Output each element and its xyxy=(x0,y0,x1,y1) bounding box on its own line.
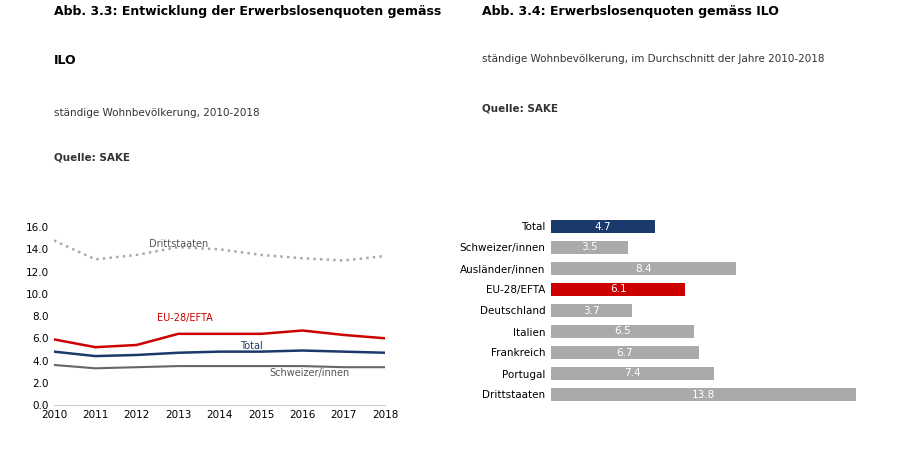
Text: 6.1: 6.1 xyxy=(610,284,626,294)
Text: 3.7: 3.7 xyxy=(583,306,600,315)
Text: Schweizer/innen: Schweizer/innen xyxy=(269,368,349,378)
Bar xyxy=(551,241,628,254)
Bar xyxy=(551,325,694,338)
Bar xyxy=(551,346,698,359)
Text: 6.5: 6.5 xyxy=(614,327,631,337)
Bar xyxy=(551,262,736,274)
Text: ständige Wohnbevölkerung, im Durchschnitt der Jahre 2010-2018: ständige Wohnbevölkerung, im Durchschnit… xyxy=(482,54,824,64)
Text: Drittstaaten: Drittstaaten xyxy=(149,239,209,249)
Text: 3.5: 3.5 xyxy=(581,243,598,252)
Text: 4.7: 4.7 xyxy=(594,221,611,231)
Text: 7.4: 7.4 xyxy=(625,369,641,378)
Bar xyxy=(551,304,633,317)
Bar xyxy=(551,284,686,296)
Bar xyxy=(551,388,856,401)
Text: 8.4: 8.4 xyxy=(635,264,652,274)
Bar xyxy=(551,220,654,233)
Bar xyxy=(551,367,715,380)
Text: 13.8: 13.8 xyxy=(691,390,715,400)
Text: ständige Wohnbevölkerung, 2010-2018: ständige Wohnbevölkerung, 2010-2018 xyxy=(54,108,259,118)
Text: Quelle: SAKE: Quelle: SAKE xyxy=(54,153,130,163)
Text: Abb. 3.4: Erwerbslosenquoten gemäss ILO: Abb. 3.4: Erwerbslosenquoten gemäss ILO xyxy=(482,4,778,18)
Text: Total: Total xyxy=(240,341,263,351)
Text: Abb. 3.3: Entwicklung der Erwerbslosenquoten gemäss: Abb. 3.3: Entwicklung der Erwerbslosenqu… xyxy=(54,4,441,18)
Text: 6.7: 6.7 xyxy=(616,347,633,357)
Text: EU-28/EFTA: EU-28/EFTA xyxy=(158,313,213,323)
Text: ILO: ILO xyxy=(54,54,76,67)
Text: Quelle: SAKE: Quelle: SAKE xyxy=(482,104,557,113)
